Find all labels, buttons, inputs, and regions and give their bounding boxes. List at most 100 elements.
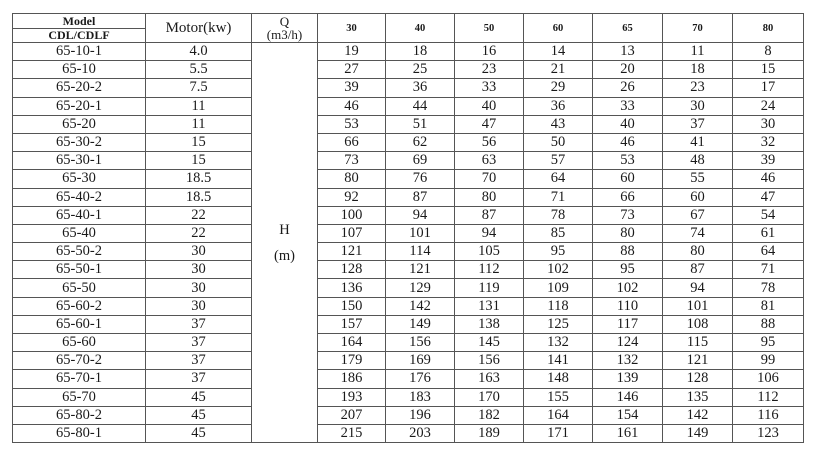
motor-cell: 37 [145,332,252,353]
head-value-cell: 76 [385,169,455,189]
table-row: 65-80-1 45 215 203 189 171 161 149 123 [12,423,804,444]
head-value-cell: 146 [592,387,663,407]
head-value-cell: 80 [592,223,663,244]
head-value-cell: 14 [523,41,593,62]
model-cell: 65-40-1 [12,205,146,225]
head-label: H [279,221,290,238]
motor-cell: 30 [145,278,252,298]
head-value-cell: 39 [732,151,804,171]
flow-header: Q (m3/h) [251,13,318,43]
head-value-cell: 170 [454,387,524,407]
motor-cell: 45 [145,423,252,444]
head-value-cell: 182 [454,405,524,425]
head-value-cell: 85 [523,223,593,244]
head-value-cell: 139 [592,369,663,389]
head-value-cell: 161 [592,423,663,444]
pump-performance-table: Model CDL/CDLF Motor(kw) Q (m3/h) 30 40 50… [12,13,804,444]
head-value-cell: 11 [662,41,733,62]
model-cell: 65-10 [12,60,146,80]
flow-unit: (m3/h) [266,27,303,42]
head-value-cell: 26 [592,78,663,98]
model-cell: 65-30-1 [12,151,146,171]
head-value-cell: 40 [592,114,663,134]
head-value-cell: 54 [732,205,804,225]
head-value-cell: 128 [662,369,733,389]
head-value-cell: 118 [523,296,593,316]
head-value-cell: 116 [732,405,804,425]
head-value-cell: 88 [732,314,804,335]
motor-cell: 5.5 [145,60,252,80]
head-value-cell: 78 [732,278,804,298]
head-value-cell: 21 [523,60,593,80]
head-value-cell: 148 [523,369,593,389]
head-value-cell: 106 [732,369,804,389]
head-value-cell: 27 [317,60,386,80]
head-value-cell: 57 [523,151,593,171]
head-value-cell: 112 [454,260,524,280]
table-row: 65-50 30 136 129 119 109 102 94 78 [12,278,804,298]
head-value-cell: 99 [732,351,804,371]
head-value-cell: 123 [732,423,804,444]
motor-header: Motor(kw) [145,13,252,43]
head-value-cell: 102 [592,278,663,298]
head-value-cell: 80 [662,242,733,262]
head-value-cell: 53 [317,114,386,134]
head-value-cell: 95 [732,332,804,353]
table-row: 65-20-2 7.5 39 36 33 29 26 23 17 [12,78,804,98]
head-value-cell: 114 [385,242,455,262]
head-value-cell: 50 [523,132,593,153]
motor-cell: 18.5 [145,187,252,207]
flow-col-header: 65 [592,13,663,43]
model-cell: 65-30-2 [12,132,146,153]
head-value-cell: 16 [454,41,524,62]
head-value-cell: 71 [523,187,593,207]
head-value-cell: 73 [317,151,386,171]
head-value-cell: 156 [385,332,455,353]
head-value-cell: 109 [523,278,593,298]
flow-col-header: 50 [454,13,524,43]
head-value-cell: 203 [385,423,455,444]
flow-col-header: 70 [662,13,733,43]
head-value-cell: 125 [523,314,593,335]
head-value-cell: 183 [385,387,455,407]
head-value-cell: 74 [662,223,733,244]
head-value-cell: 129 [385,278,455,298]
motor-cell: 22 [145,205,252,225]
head-value-cell: 142 [385,296,455,316]
head-value-cell: 115 [662,332,733,353]
head-value-cell: 95 [592,260,663,280]
motor-cell: 11 [145,96,252,116]
head-value-cell: 135 [662,387,733,407]
head-value-cell: 39 [317,78,386,98]
head-value-cell: 60 [662,187,733,207]
head-value-cell: 149 [662,423,733,444]
motor-cell: 30 [145,296,252,316]
head-value-cell: 43 [523,114,593,134]
head-value-cell: 215 [317,423,386,444]
head-value-cell: 186 [317,369,386,389]
head-value-cell: 132 [523,332,593,353]
head-value-cell: 23 [454,60,524,80]
head-value-cell: 18 [385,41,455,62]
motor-cell: 37 [145,351,252,371]
motor-cell: 45 [145,405,252,425]
head-value-cell: 94 [454,223,524,244]
model-cell: 65-10-1 [12,41,146,62]
head-value-cell: 25 [385,60,455,80]
head-value-cell: 154 [592,405,663,425]
head-value-cell: 110 [592,296,663,316]
table-row: 65-70-1 37 186 176 163 148 139 128 106 [12,369,804,389]
table-row: 65-10-1 4.0 H (m) 19 18 16 14 13 11 8 [12,41,804,444]
head-value-cell: 193 [317,387,386,407]
model-cell: 65-80-1 [12,423,146,444]
head-value-cell: 80 [317,169,386,189]
table-row: 65-60 37 164 156 145 132 124 115 95 [12,332,804,353]
series-label: CDL/CDLF [48,27,110,42]
head-value-cell: 15 [732,60,804,80]
model-cell: 65-40-2 [12,187,146,207]
model-cell: 65-70-1 [12,369,146,389]
head-value-cell: 163 [454,369,524,389]
flow-col-header: 40 [385,13,455,43]
table-row: 65-70 45 193 183 170 155 146 135 112 [12,387,804,407]
head-value-cell: 63 [454,151,524,171]
